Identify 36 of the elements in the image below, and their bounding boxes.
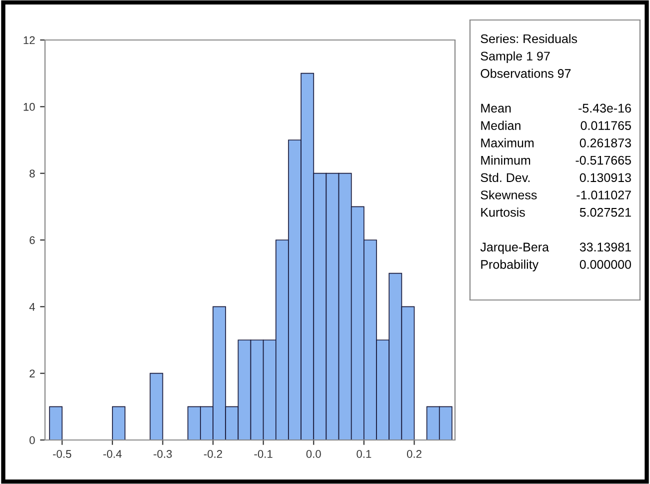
y-tick-label: 2 xyxy=(30,370,35,378)
text: 0.000000 xyxy=(580,260,632,269)
text: Probability xyxy=(481,260,539,272)
x-tick-label: 0.1 xyxy=(356,450,372,458)
y-tick-label: 12 xyxy=(24,36,35,44)
y-tick-label: 0 xyxy=(30,436,35,444)
text: Kurtosis xyxy=(481,208,525,217)
text: Skewness xyxy=(480,190,537,200)
text: Series: Residuals xyxy=(480,34,578,44)
text: Median xyxy=(481,120,520,130)
y-tick-label: 6 xyxy=(30,236,35,244)
x-tick-label: -0.5 xyxy=(53,450,72,458)
text: 5.027521 xyxy=(580,208,631,217)
x-tick-label: 0.2 xyxy=(406,450,422,458)
text: Sample 1 97 xyxy=(480,51,550,64)
text: Minimum xyxy=(481,156,530,165)
x-tick-label: -0.2 xyxy=(204,450,222,458)
text: 0.261873 xyxy=(580,138,631,148)
text: Observations 97 xyxy=(480,68,571,78)
text: Std. Dev. xyxy=(480,172,530,182)
x-tick-label: -0.4 xyxy=(103,450,122,458)
text: -0.517665 xyxy=(576,156,631,165)
x-tick-label: -0.3 xyxy=(154,450,172,458)
text: Maximum xyxy=(481,138,534,148)
text: Mean xyxy=(481,104,511,113)
text: 0.011765 xyxy=(580,121,631,130)
x-tick-label: 0.0 xyxy=(306,450,321,458)
y-tick-label: 10 xyxy=(24,102,35,111)
x-tick-label: -0.1 xyxy=(254,450,272,458)
y-tick-label: 8 xyxy=(30,170,35,178)
y-tick-label: 4 xyxy=(29,303,35,311)
text: -1.011027 xyxy=(576,190,631,200)
text: 0.130913 xyxy=(580,173,631,182)
text: 33.13981 xyxy=(580,242,631,252)
text: Jarque-Bera xyxy=(480,242,549,254)
text: -5.43e-16 xyxy=(578,104,631,113)
